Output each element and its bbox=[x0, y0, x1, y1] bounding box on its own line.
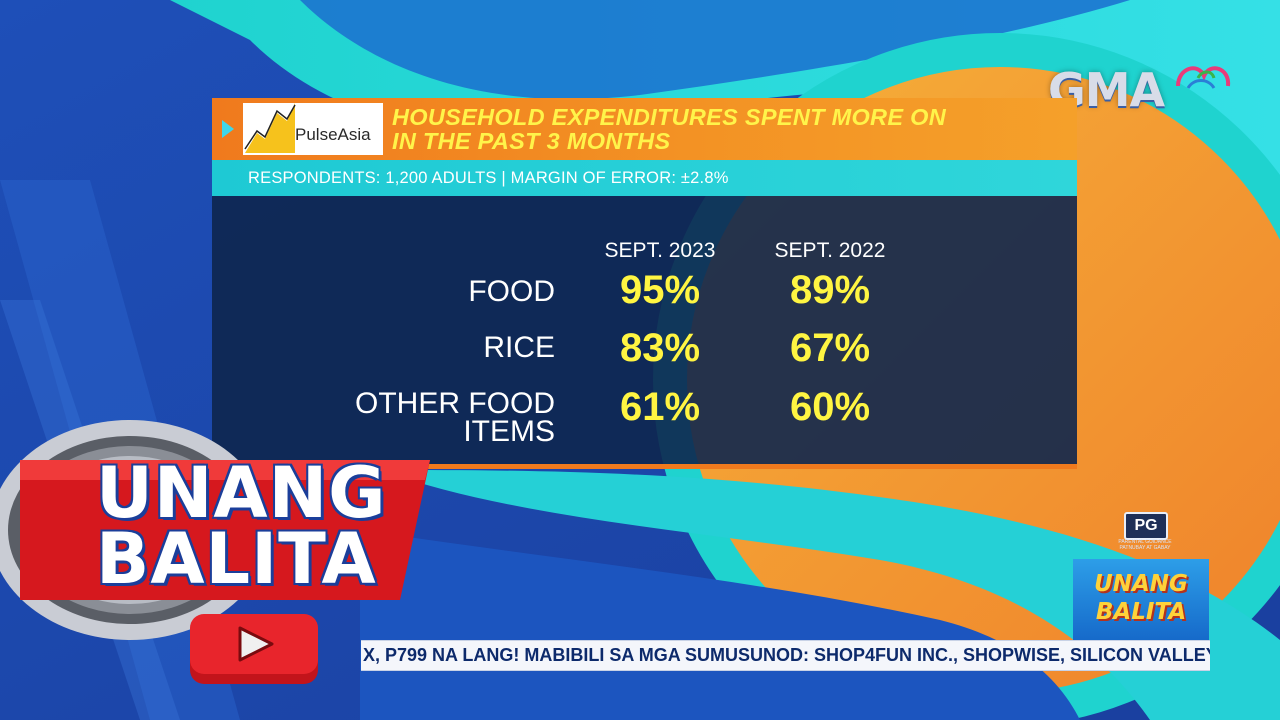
value-other-food-2022: 60% bbox=[789, 385, 871, 429]
survey-panel: PulseAsia HOUSEHOLD EXPENDITURES SPENT M… bbox=[212, 98, 1077, 470]
value-rice-2023: 83% bbox=[619, 326, 701, 370]
panel-title-line2: IN THE PAST 3 MONTHS bbox=[392, 128, 671, 154]
column-header-2023: SEPT. 2023 bbox=[604, 239, 716, 262]
row-label-other-food-items: OTHER FOOD ITEMS bbox=[295, 387, 555, 448]
respondents-info: RESPONDENTS: 1,200 ADULTS | MARGIN OF ER… bbox=[248, 169, 729, 187]
program-badge-graphic bbox=[0, 420, 430, 640]
panel-title: HOUSEHOLD EXPENDITURES SPENT MORE ON IN … bbox=[392, 105, 1072, 153]
panel-title-line1: HOUSEHOLD EXPENDITURES SPENT MORE ON bbox=[392, 104, 946, 130]
arrow-icon bbox=[222, 120, 234, 138]
row-label-line1: OTHER FOOD bbox=[355, 387, 555, 420]
pulse-asia-logo-text: PulseAsia bbox=[295, 125, 371, 144]
rating-caption: PARENTAL GUIDANCE PATNUBAY AT GABAY bbox=[1118, 539, 1172, 551]
rating-badge: PG bbox=[1124, 512, 1168, 540]
program-logo-small-line2: BALITA bbox=[1095, 599, 1187, 625]
news-ticker: X, P799 NA LANG! MABIBILI SA MGA SUMUSUN… bbox=[361, 640, 1210, 671]
panel-header: PulseAsia HOUSEHOLD EXPENDITURES SPENT M… bbox=[212, 98, 1077, 160]
ticker-text: X, P799 NA LANG! MABIBILI SA MGA SUMUSUN… bbox=[363, 645, 1210, 665]
pulse-asia-logo: PulseAsia bbox=[243, 103, 383, 155]
column-header-2022: SEPT. 2022 bbox=[774, 239, 886, 262]
panel-body bbox=[212, 196, 1077, 464]
value-rice-2022: 67% bbox=[789, 326, 871, 370]
row-label-line1: RICE bbox=[483, 331, 555, 364]
value-other-food-2023: 61% bbox=[619, 385, 701, 429]
play-button-icon bbox=[190, 614, 318, 684]
row-label-line2: ITEMS bbox=[463, 415, 555, 448]
pulse-line-icon bbox=[244, 103, 296, 153]
program-title-line2: BALITA bbox=[96, 518, 377, 600]
program-title-line1: UNANG bbox=[96, 452, 387, 534]
value-food-2022: 89% bbox=[789, 268, 871, 312]
row-label-food: FOOD bbox=[295, 275, 555, 308]
value-food-2023: 95% bbox=[619, 268, 701, 312]
gma-heart-icon bbox=[1176, 66, 1231, 89]
panel-bottom-line bbox=[212, 464, 1077, 469]
panel-subheader: RESPONDENTS: 1,200 ADULTS | MARGIN OF ER… bbox=[212, 160, 1077, 196]
row-label-line1: FOOD bbox=[468, 275, 555, 308]
program-logo-small-line1: UNANG bbox=[1094, 571, 1188, 597]
program-logo-small: UNANG BALITA bbox=[1073, 559, 1209, 643]
row-label-rice: RICE bbox=[295, 331, 555, 364]
